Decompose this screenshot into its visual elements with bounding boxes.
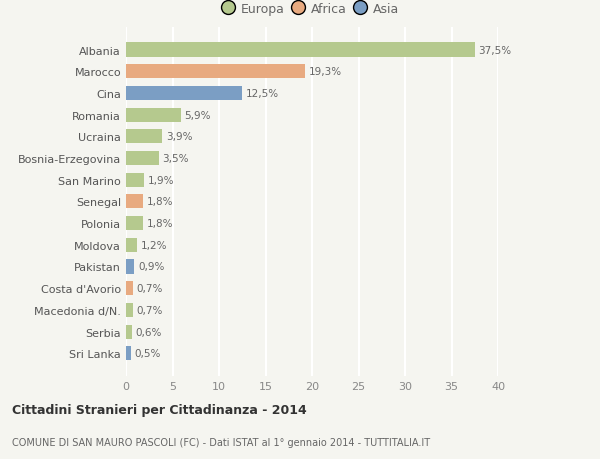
Bar bbox=[126, 260, 134, 274]
Text: 5,9%: 5,9% bbox=[185, 110, 211, 120]
Text: Cittadini Stranieri per Cittadinanza - 2014: Cittadini Stranieri per Cittadinanza - 2… bbox=[12, 403, 307, 416]
Bar bbox=[126, 347, 131, 360]
Text: 1,2%: 1,2% bbox=[141, 240, 167, 250]
Bar bbox=[126, 217, 143, 230]
Bar bbox=[126, 303, 133, 317]
Bar bbox=[126, 130, 162, 144]
Legend: Europa, Africa, Asia: Europa, Africa, Asia bbox=[221, 0, 403, 19]
Text: 1,8%: 1,8% bbox=[146, 218, 173, 229]
Text: 1,9%: 1,9% bbox=[148, 175, 174, 185]
Text: 0,9%: 0,9% bbox=[138, 262, 164, 272]
Bar bbox=[126, 174, 143, 187]
Bar bbox=[126, 108, 181, 123]
Bar bbox=[126, 195, 143, 209]
Bar bbox=[126, 238, 137, 252]
Bar bbox=[126, 281, 133, 296]
Text: 0,7%: 0,7% bbox=[136, 284, 163, 294]
Bar bbox=[126, 65, 305, 79]
Bar bbox=[126, 44, 475, 57]
Text: 3,5%: 3,5% bbox=[162, 154, 189, 164]
Text: 37,5%: 37,5% bbox=[478, 45, 512, 56]
Text: 3,9%: 3,9% bbox=[166, 132, 193, 142]
Bar bbox=[126, 325, 131, 339]
Bar bbox=[126, 151, 158, 166]
Text: 19,3%: 19,3% bbox=[309, 67, 343, 77]
Bar bbox=[126, 87, 242, 101]
Text: 0,6%: 0,6% bbox=[136, 327, 161, 337]
Text: 0,5%: 0,5% bbox=[134, 348, 161, 358]
Text: 0,7%: 0,7% bbox=[136, 305, 163, 315]
Text: 12,5%: 12,5% bbox=[246, 89, 279, 99]
Text: 1,8%: 1,8% bbox=[146, 197, 173, 207]
Text: COMUNE DI SAN MAURO PASCOLI (FC) - Dati ISTAT al 1° gennaio 2014 - TUTTITALIA.IT: COMUNE DI SAN MAURO PASCOLI (FC) - Dati … bbox=[12, 437, 430, 447]
